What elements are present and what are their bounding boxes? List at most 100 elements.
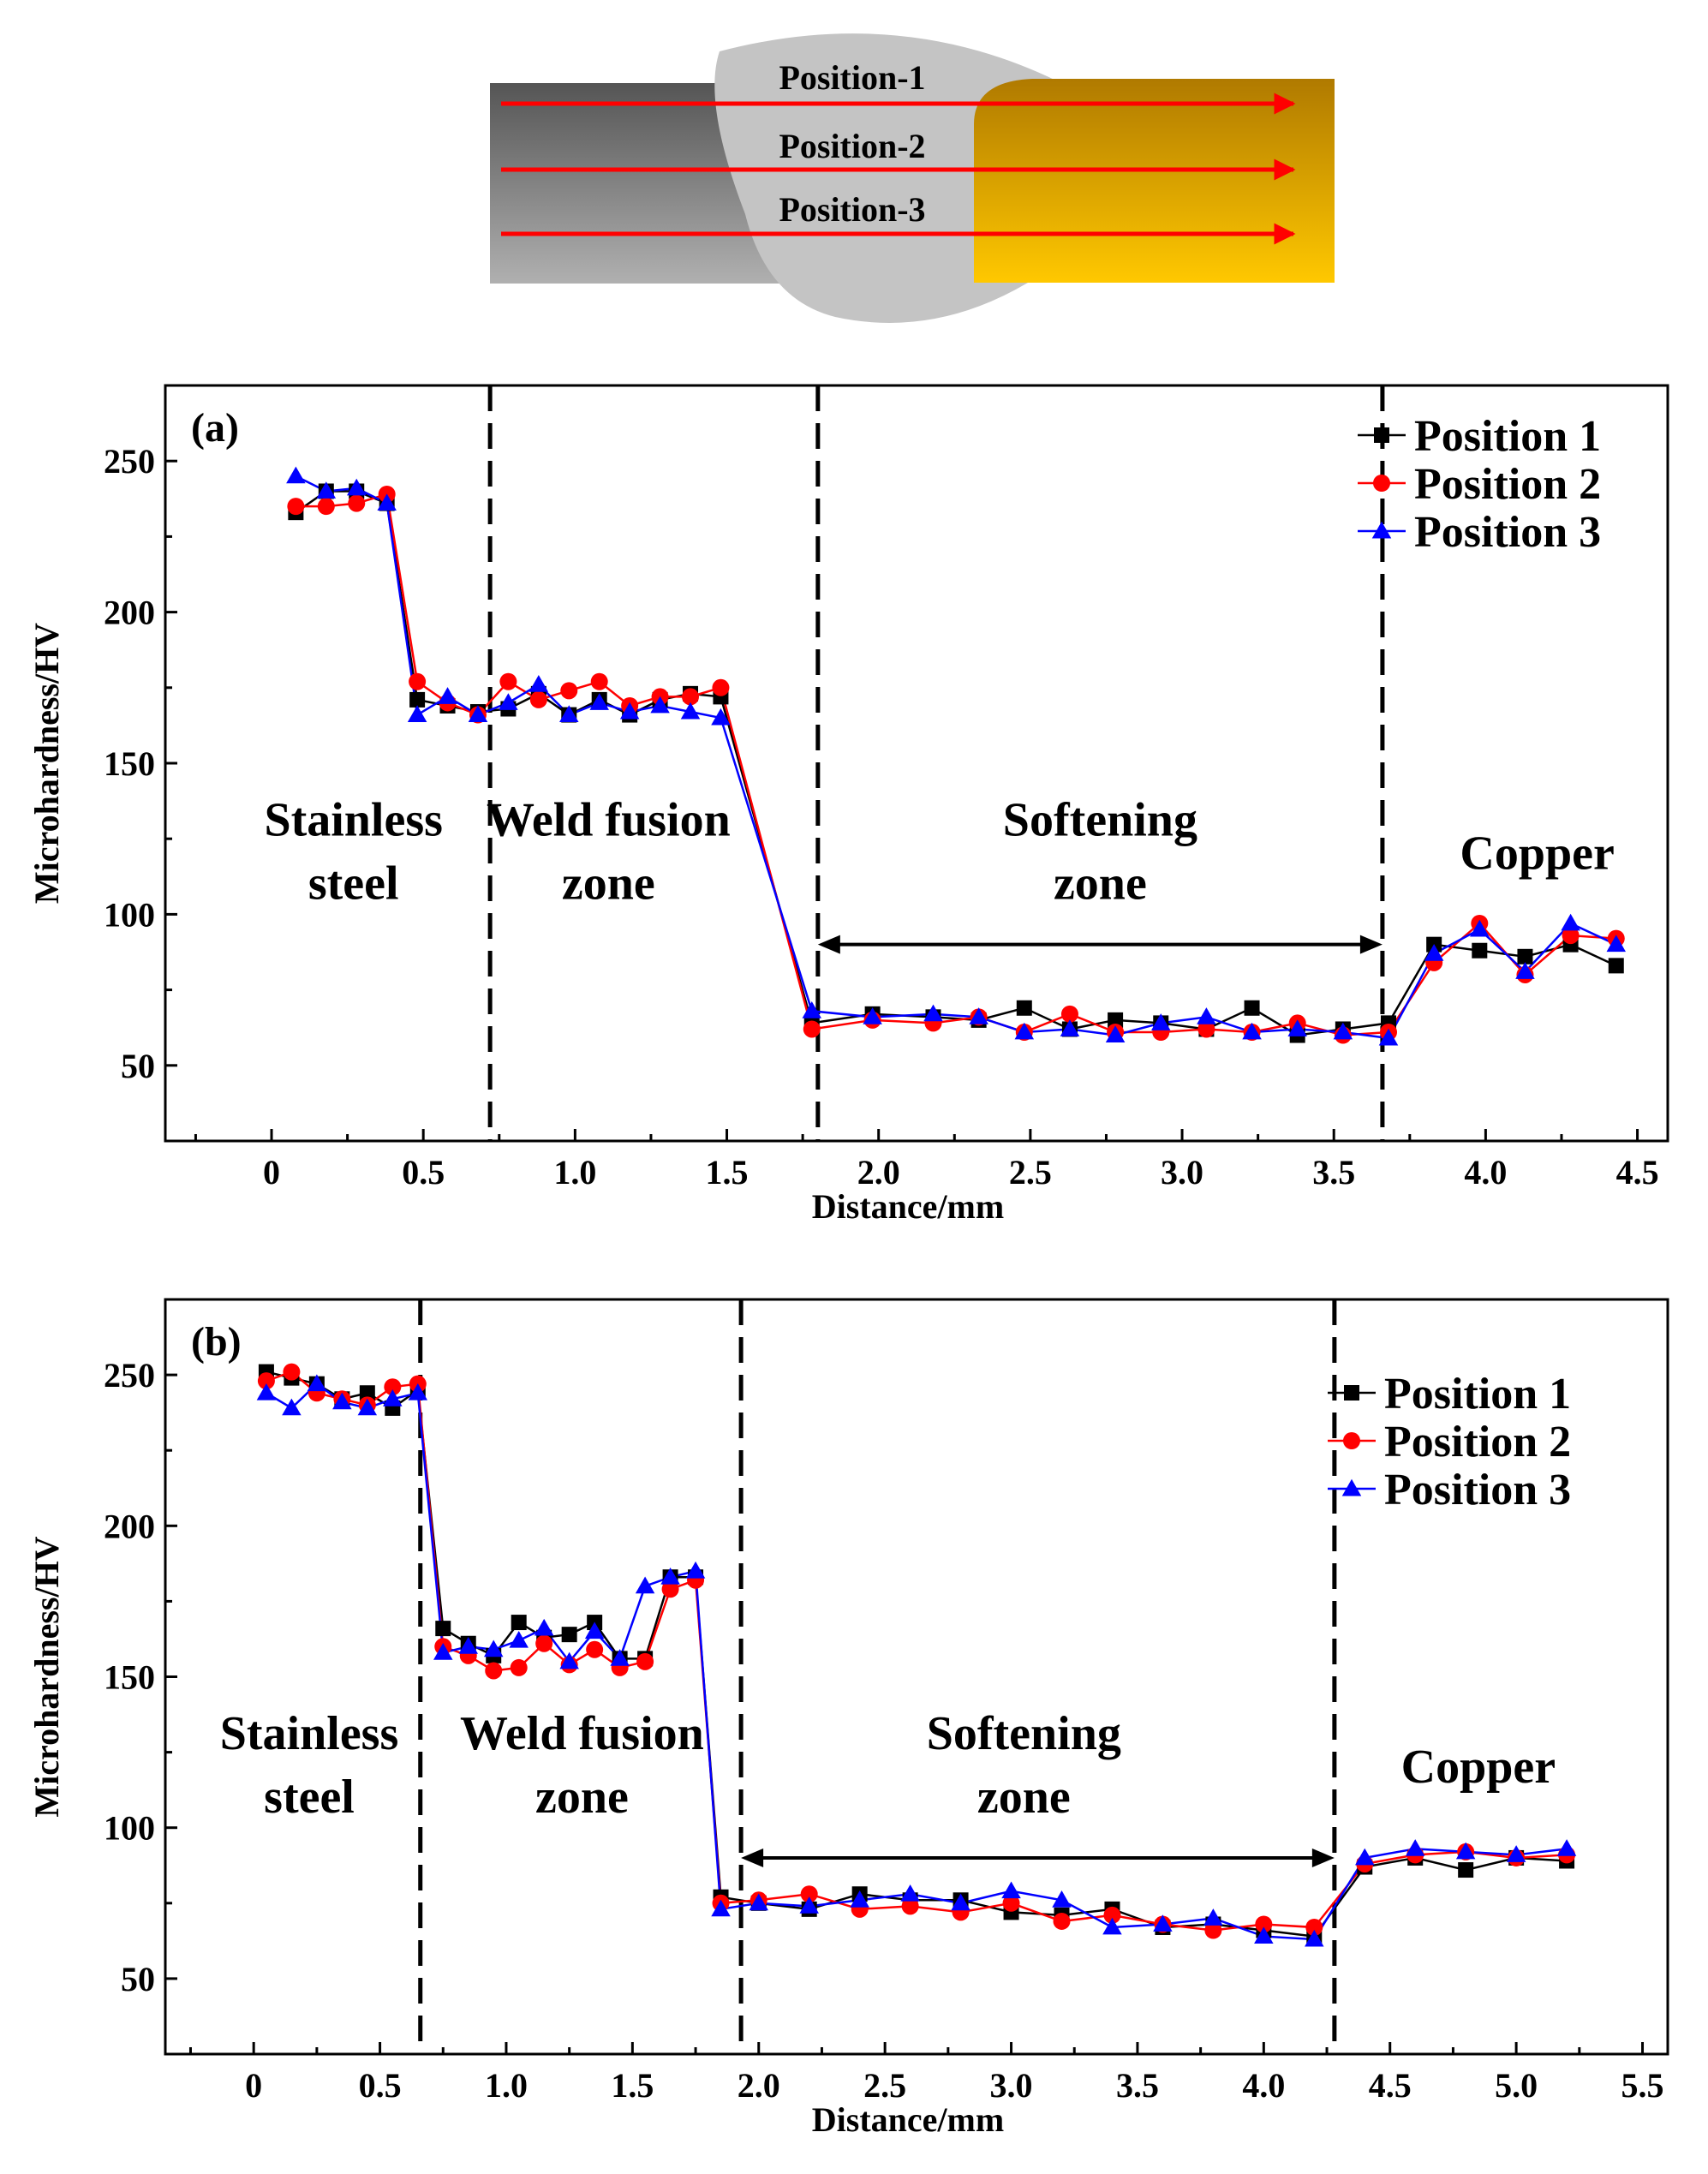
x-tick-label: 0.5 xyxy=(359,2066,402,2105)
position-1-label: Position-1 xyxy=(779,58,925,97)
legend-marker-square xyxy=(1344,1385,1359,1401)
data-point-square xyxy=(1458,1862,1474,1878)
legend-marker-circle xyxy=(1343,1432,1360,1449)
data-point-square xyxy=(1108,1012,1124,1028)
data-point-triangle xyxy=(316,481,337,499)
legend-label: Position 2 xyxy=(1414,460,1601,509)
data-point-circle xyxy=(800,1885,818,1903)
data-point-triangle xyxy=(900,1884,920,1902)
data-point-triangle xyxy=(650,696,670,714)
data-point-triangle xyxy=(383,1389,403,1407)
data-point-triangle xyxy=(332,1392,352,1410)
data-point-triangle xyxy=(307,1374,327,1392)
data-point-circle xyxy=(1562,927,1580,945)
data-point-circle xyxy=(901,1897,919,1915)
zone-label: steel xyxy=(308,857,399,911)
data-point-triangle xyxy=(685,1561,706,1579)
data-point-triangle xyxy=(1470,919,1490,937)
data-point-triangle xyxy=(1305,1929,1324,1947)
x-tick-label: 5.0 xyxy=(1495,2066,1538,2105)
zone-label: Copper xyxy=(1460,827,1614,880)
data-point-circle xyxy=(535,1634,553,1652)
data-point-triangle xyxy=(1287,1019,1307,1036)
data-point-triangle xyxy=(1424,944,1444,961)
legend-marker-triangle xyxy=(1341,1478,1362,1496)
y-tick-label: 200 xyxy=(104,594,155,632)
data-point-circle xyxy=(682,688,700,706)
data-point-circle xyxy=(1053,1912,1071,1930)
data-point-triangle xyxy=(256,1383,277,1401)
data-point-triangle xyxy=(584,1622,605,1639)
zone-label: zone xyxy=(977,1771,1071,1824)
data-point-triangle xyxy=(711,708,731,726)
data-point-circle xyxy=(712,678,730,696)
data-point-circle xyxy=(485,1662,503,1680)
data-point-circle xyxy=(1197,1020,1215,1038)
data-point-circle xyxy=(384,1378,402,1396)
data-point-triangle xyxy=(346,478,367,496)
data-point-triangle xyxy=(749,1893,769,1911)
legend-label: Position 3 xyxy=(1414,508,1601,557)
data-point-square xyxy=(561,1627,577,1643)
y-tick-label: 200 xyxy=(104,1507,155,1545)
x-tick-label: 2.5 xyxy=(1009,1153,1052,1192)
data-point-square xyxy=(1472,942,1488,959)
data-point-square xyxy=(1016,1000,1032,1016)
x-tick-label: 2.5 xyxy=(863,2066,906,2105)
data-point-circle xyxy=(1204,1921,1222,1939)
x-tick-label: 0 xyxy=(263,1153,280,1192)
data-point-triangle xyxy=(357,1398,378,1416)
data-point-triangle xyxy=(1355,1848,1375,1866)
legend-marker-triangle xyxy=(1371,521,1392,539)
series-line-3 xyxy=(266,1383,1568,1941)
data-point-triangle xyxy=(1052,1890,1072,1908)
x-tick-label: 5.5 xyxy=(1621,2066,1664,2105)
data-point-triangle xyxy=(863,1007,882,1024)
data-point-triangle xyxy=(923,1004,943,1022)
data-point-triangle xyxy=(559,705,579,722)
data-point-triangle xyxy=(534,1618,554,1636)
data-point-triangle xyxy=(799,1896,819,1914)
data-point-triangle xyxy=(680,702,701,720)
data-point-triangle xyxy=(1105,1025,1126,1042)
data-point-circle xyxy=(1305,1918,1323,1936)
y-tick-label: 150 xyxy=(104,1658,155,1697)
data-point-circle xyxy=(636,1652,654,1670)
x-tick-label: 1.0 xyxy=(553,1153,596,1192)
data-point-triangle xyxy=(509,1630,529,1648)
data-point-triangle xyxy=(458,1637,478,1654)
legend-label: Position 1 xyxy=(1384,1370,1571,1418)
zone-label: Weld fusion xyxy=(460,1707,704,1760)
data-point-circle xyxy=(661,1580,679,1598)
data-point-triangle xyxy=(1455,1842,1476,1860)
data-point-circle xyxy=(1060,1005,1078,1023)
series-line-3 xyxy=(295,475,1617,1040)
data-point-square xyxy=(511,1615,527,1631)
data-point-triangle xyxy=(1606,935,1627,953)
data-point-circle xyxy=(529,690,547,708)
zone-label: Stainless xyxy=(220,1707,399,1760)
data-point-circle xyxy=(590,672,608,690)
zone-label: Softening xyxy=(927,1707,1121,1760)
data-point-triangle xyxy=(1153,1914,1173,1932)
data-point-triangle xyxy=(282,1398,302,1416)
data-point-triangle xyxy=(619,702,640,720)
x-tick-label: 0.5 xyxy=(402,1153,445,1192)
arrow-head-left xyxy=(741,1848,764,1867)
arrow-head-left xyxy=(817,935,840,954)
data-point-triangle xyxy=(802,1001,822,1018)
data-point-triangle xyxy=(610,1649,630,1666)
data-point-circle xyxy=(409,672,427,690)
data-point-triangle xyxy=(377,493,397,511)
data-point-triangle xyxy=(286,466,306,484)
data-point-triangle xyxy=(433,1643,453,1660)
data-point-triangle xyxy=(438,687,457,704)
data-point-square xyxy=(1244,1000,1260,1016)
y-tick-label: 150 xyxy=(104,744,155,783)
zone-label: Stainless xyxy=(264,794,443,847)
panel-label: (b) xyxy=(191,1319,242,1365)
data-point-triangle xyxy=(559,1651,579,1669)
x-tick-label: 2.0 xyxy=(738,2066,780,2105)
data-point-triangle xyxy=(1333,1022,1353,1040)
x-tick-label: 4.0 xyxy=(1242,2066,1285,2105)
